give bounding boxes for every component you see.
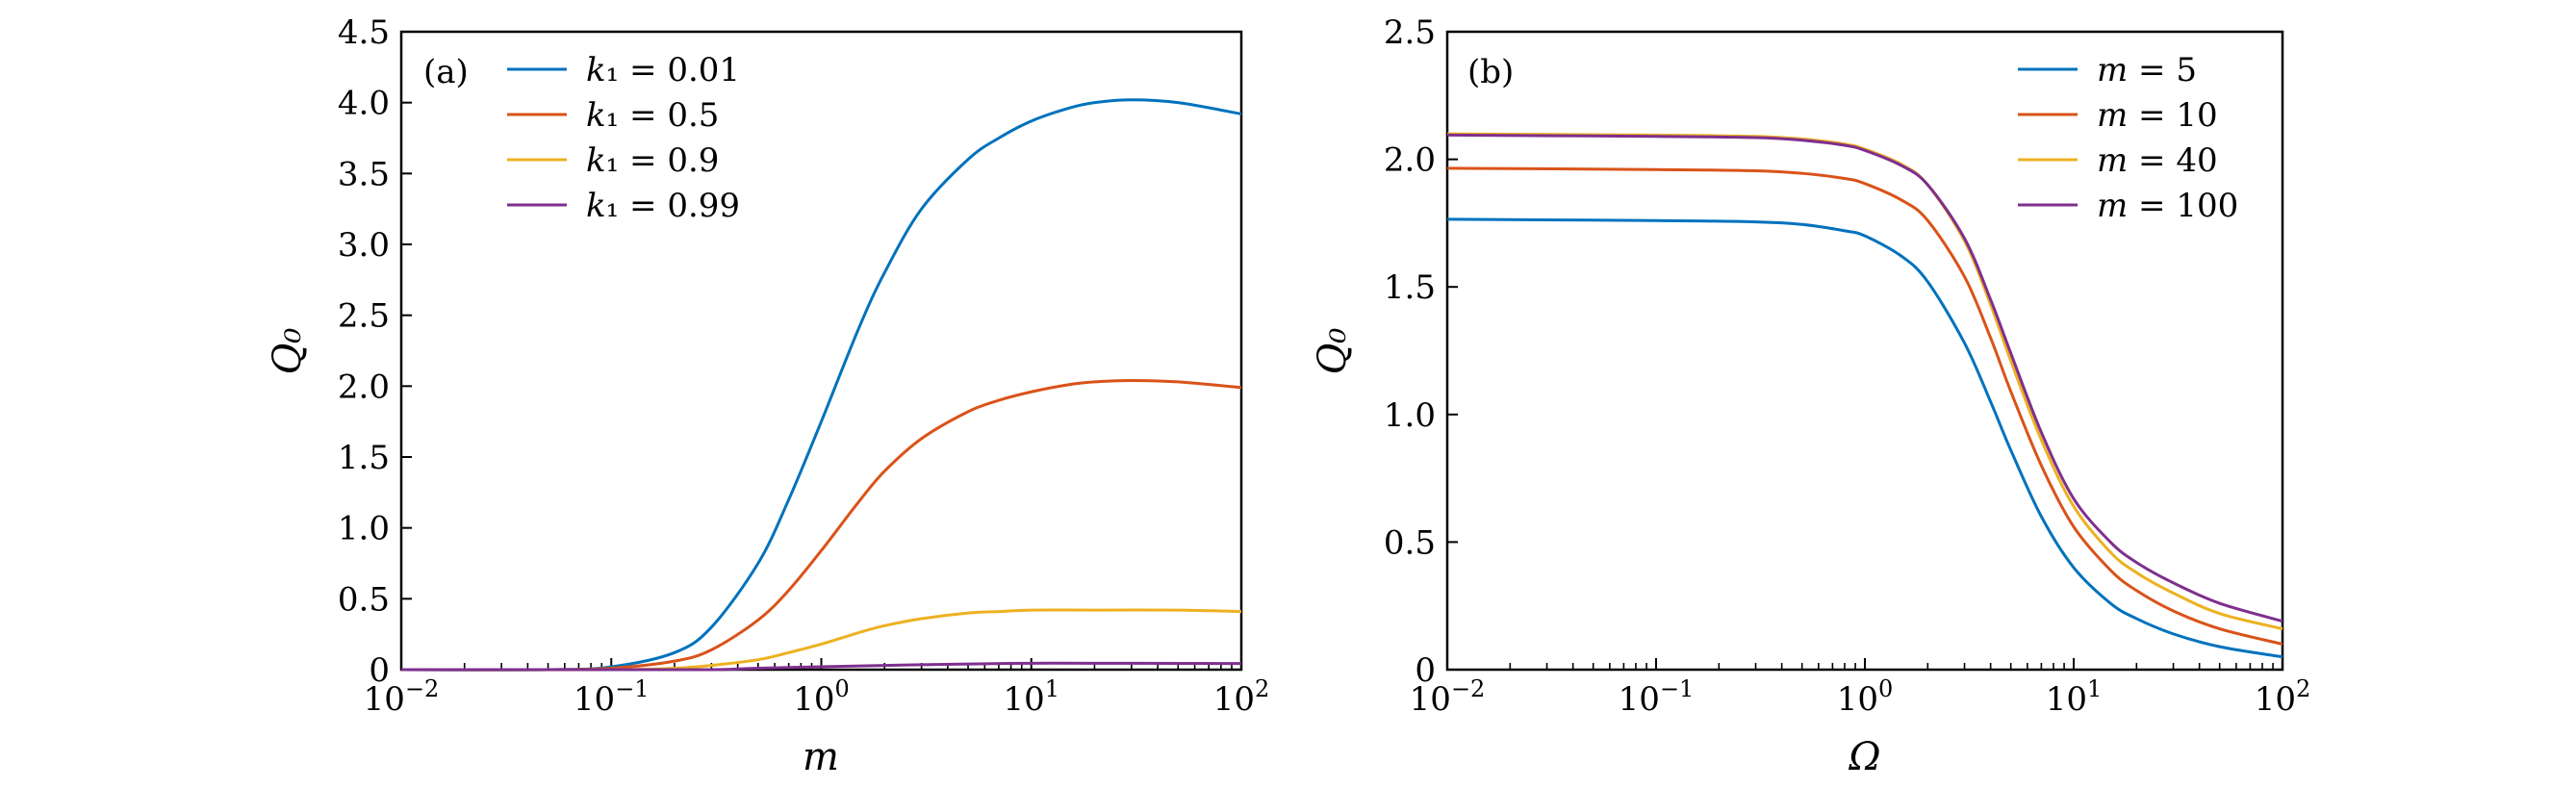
series-line — [1446, 133, 2283, 623]
y-tick-label: 0.5 — [338, 580, 390, 619]
x-tick-label: 100 — [793, 675, 850, 719]
y-tick-label: 3.0 — [338, 226, 390, 265]
x-tick-label: 102 — [2255, 675, 2311, 719]
y-tick-label: 3.5 — [338, 155, 390, 193]
panel-a-x-axis-label: m — [803, 735, 839, 779]
panel-a-tag: (a) — [423, 53, 469, 91]
y-tick-label: 2.0 — [1384, 141, 1436, 180]
panel-b-x-tick-labels: 10−2 10−1 100 101 102 — [1410, 675, 2311, 719]
legend-label: k₁ = 0.99 — [586, 187, 740, 225]
y-tick-label: 0.5 — [1384, 523, 1436, 562]
panel-a-y-axis-label: Q₀ — [266, 328, 310, 375]
series-line — [400, 378, 1242, 672]
panel-b-ticks — [1446, 31, 2283, 671]
x-tick-label: 10−2 — [364, 675, 440, 719]
x-tick-label: 101 — [1003, 675, 1059, 719]
series-line — [1446, 217, 2283, 659]
panel-b-y-tick-labels: 0 0.5 1.0 1.5 2.0 2.5 — [1384, 13, 1436, 690]
y-tick-label: 2.5 — [338, 297, 390, 336]
y-tick-label: 0 — [1415, 651, 1436, 690]
x-tick-label: 100 — [1837, 675, 1894, 719]
y-tick-label: 4.0 — [338, 85, 390, 123]
legend-label: k₁ = 0.9 — [586, 141, 719, 180]
panel-a-x-tick-labels: 10−2 10−1 100 101 102 — [364, 675, 1270, 719]
panel-b-lines — [1446, 132, 2283, 659]
panel-a-y-tick-labels: 0 0.5 1.0 1.5 2.0 2.5 3.0 3.5 4.0 4.5 — [338, 13, 390, 690]
x-tick-label: 10−1 — [1619, 675, 1695, 719]
legend-label: m = 40 — [2097, 141, 2218, 180]
panel-b: 0 0.5 1.0 1.5 2.0 2.5 10−2 10−1 100 101 102 (b) Ω… — [1311, 13, 2310, 779]
y-tick-label: 2.0 — [338, 368, 390, 406]
x-tick-label: 10−1 — [574, 675, 650, 719]
legend-label: m = 100 — [2097, 187, 2238, 225]
y-tick-label: 1.5 — [338, 439, 390, 477]
panel-a-lines — [400, 98, 1242, 672]
y-tick-label: 1.0 — [338, 510, 390, 548]
y-tick-label: 1.5 — [1384, 268, 1436, 307]
legend-label: m = 10 — [2097, 96, 2218, 135]
panel-b-x-axis-label: Ω — [1848, 735, 1880, 779]
panel-b-tag: (b) — [1467, 53, 1514, 91]
y-tick-label: 0 — [369, 651, 390, 690]
legend-label: k₁ = 0.5 — [586, 96, 719, 135]
series-line — [1446, 166, 2283, 646]
x-tick-label: 101 — [2046, 675, 2103, 719]
panel-a-legend: k₁ = 0.01 k₁ = 0.5 k₁ = 0.9 k₁ = 0.99 — [507, 51, 740, 225]
series-line — [401, 661, 1242, 672]
panel-b-y-axis-label: Q₀ — [1311, 328, 1355, 375]
x-tick-label: 10−2 — [1410, 675, 1486, 719]
legend-label: m = 5 — [2097, 51, 2197, 89]
y-tick-label: 2.5 — [1384, 13, 1436, 52]
y-tick-label: 1.0 — [1384, 396, 1436, 435]
legend-label: k₁ = 0.01 — [586, 51, 740, 89]
x-tick-label: 102 — [1213, 675, 1270, 719]
series-line — [400, 98, 1242, 672]
panel-b-legend: m = 5 m = 10 m = 40 m = 100 — [2018, 51, 2238, 225]
y-tick-label: 4.5 — [338, 13, 390, 52]
panel-a: 0 0.5 1.0 1.5 2.0 2.5 3.0 3.5 4.0 4.5 10−2 10−1 100… — [266, 13, 1269, 779]
